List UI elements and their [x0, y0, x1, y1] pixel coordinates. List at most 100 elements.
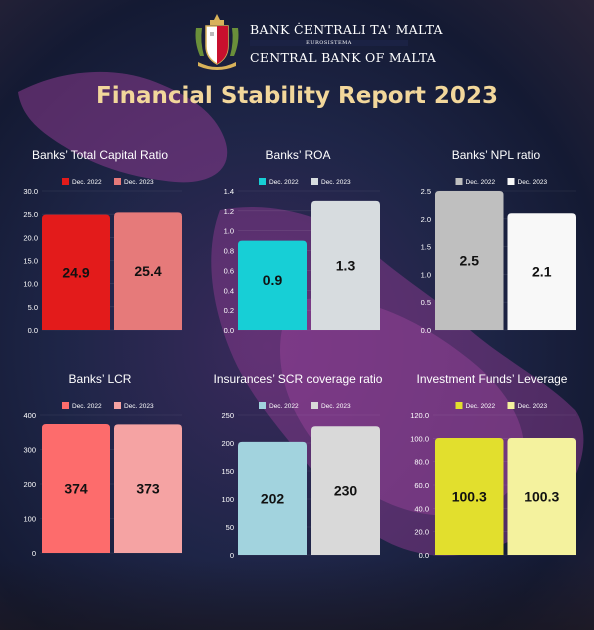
bar-value-label: 24.9: [62, 264, 89, 280]
legend-swatch: [507, 178, 515, 185]
y-tick-label: 1.0: [224, 227, 234, 236]
eurosystem-label: EUROSISTEMA: [250, 40, 408, 46]
y-tick-label: 1.0: [421, 270, 431, 279]
bar-value-label: 25.4: [134, 263, 161, 279]
y-tick-label: 25.0: [23, 210, 38, 219]
legend-swatch: [455, 178, 463, 185]
legend-swatch: [507, 402, 515, 409]
y-tick-label: 0.5: [421, 298, 431, 307]
legend-label: Dec. 2022: [466, 403, 496, 410]
legend-swatch: [62, 402, 69, 409]
bar: [435, 437, 504, 555]
bar: [311, 426, 380, 555]
legend-label: Dec. 2023: [321, 179, 351, 186]
y-tick-label: 0.0: [28, 326, 38, 335]
legend-label: Dec. 2023: [321, 403, 351, 410]
bar: [42, 423, 110, 553]
legend-label: Dec. 2022: [269, 179, 299, 186]
legend-label: Dec. 2022: [269, 403, 299, 410]
bar: [311, 200, 380, 330]
y-tick-label: 200: [221, 439, 234, 448]
bar-value-label: 1.3: [336, 257, 356, 273]
header: BANK ĊENTRALI TA' MALTA EUROSISTEMA CENT…: [0, 8, 594, 70]
legend-label: Dec. 2023: [518, 179, 548, 186]
legend-swatch: [259, 402, 266, 409]
legend-swatch: [114, 402, 121, 409]
legend-swatch: [114, 178, 121, 185]
y-tick-label: 0.2: [224, 306, 234, 315]
legend-swatch: [62, 178, 69, 185]
chart-title: Investment Funds’ Leverage: [417, 372, 568, 386]
bar: [238, 441, 307, 555]
y-tick-label: 0.0: [421, 326, 431, 335]
y-tick-label: 1.4: [224, 187, 234, 196]
gozo-island-shape: [18, 71, 228, 183]
y-tick-label: 120.0: [410, 411, 429, 420]
bar-value-label: 230: [334, 483, 358, 499]
bar-value-label: 0.9: [263, 272, 283, 288]
bottom-vignette: [0, 560, 594, 630]
chart-title: Banks’ ROA: [266, 148, 331, 162]
y-tick-label: 100.0: [410, 434, 429, 443]
y-tick-label: 150: [221, 467, 234, 476]
bar: [507, 213, 576, 330]
bar-value-label: 374: [64, 480, 88, 496]
y-tick-label: 100: [23, 515, 36, 524]
legend-label: Dec. 2023: [518, 403, 548, 410]
chart-title: Banks’ NPL ratio: [452, 148, 541, 162]
y-tick-label: 0: [32, 549, 36, 558]
legend-swatch: [311, 178, 318, 185]
bar-value-label: 373: [136, 481, 160, 497]
legend-label: Dec. 2023: [124, 403, 154, 410]
chart-title: Banks’ Total Capital Ratio: [32, 148, 168, 162]
legend-label: Dec. 2022: [72, 403, 102, 410]
y-tick-label: 80.0: [414, 458, 429, 467]
y-tick-label: 40.0: [414, 504, 429, 513]
y-tick-label: 0: [230, 551, 234, 560]
bar-value-label: 2.5: [460, 253, 480, 269]
report-title: Financial Stability Report 2023: [96, 83, 498, 109]
legend-label: Dec. 2023: [124, 179, 154, 186]
y-tick-label: 1.2: [224, 207, 234, 216]
legend-label: Dec. 2022: [466, 179, 496, 186]
y-tick-label: 2.5: [421, 187, 431, 196]
y-tick-label: 50: [226, 523, 234, 532]
y-tick-label: 300: [23, 446, 36, 455]
y-tick-label: 60.0: [414, 481, 429, 490]
y-tick-label: 20.0: [414, 528, 429, 537]
y-tick-label: 400: [23, 411, 36, 420]
y-tick-label: 0.6: [224, 266, 234, 275]
bar: [42, 214, 110, 330]
legend-swatch: [311, 402, 318, 409]
y-tick-label: 20.0: [23, 233, 38, 242]
bank-name-english: CENTRAL BANK OF MALTA: [250, 50, 437, 65]
chart-title: Banks’ LCR: [69, 372, 132, 386]
legend-label: Dec. 2022: [72, 179, 102, 186]
y-tick-label: 5.0: [28, 303, 38, 312]
bar: [507, 437, 576, 555]
chart-title: Insurances’ SCR coverage ratio: [214, 372, 383, 386]
bank-name-maltese: BANK ĊENTRALI TA' MALTA: [250, 22, 443, 37]
y-tick-label: 250: [221, 411, 234, 420]
bank-crest-logo: [195, 14, 239, 70]
bar: [114, 212, 182, 330]
y-tick-label: 10.0: [23, 280, 38, 289]
y-tick-label: 15.0: [23, 257, 38, 266]
y-tick-label: 0.4: [224, 286, 234, 295]
y-tick-label: 200: [23, 480, 36, 489]
bar: [114, 424, 182, 553]
y-tick-label: 0.0: [224, 326, 234, 335]
bar-value-label: 2.1: [532, 264, 552, 280]
y-tick-label: 100: [221, 495, 234, 504]
bar-value-label: 100.3: [452, 488, 487, 504]
legend-swatch: [455, 402, 463, 409]
y-tick-label: 0.8: [224, 247, 234, 256]
y-tick-label: 2.0: [421, 215, 431, 224]
y-tick-label: 1.5: [421, 243, 431, 252]
bar: [238, 240, 307, 330]
y-tick-label: 0.0: [419, 551, 429, 560]
bar-value-label: 100.3: [524, 488, 559, 504]
y-tick-label: 30.0: [23, 187, 38, 196]
bar-value-label: 202: [261, 490, 285, 506]
